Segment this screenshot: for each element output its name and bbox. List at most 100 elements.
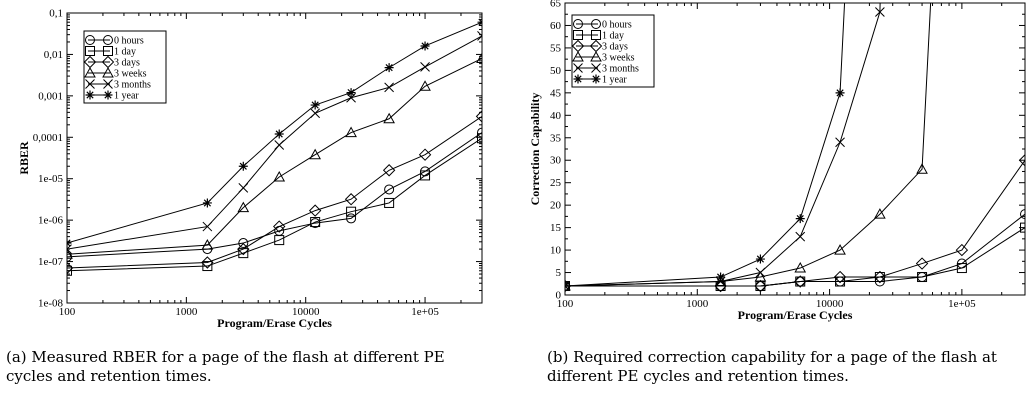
data-point — [67, 265, 72, 276]
data-point — [384, 82, 394, 93]
y-tick-label: 1e-07 — [38, 256, 64, 268]
legend-marker — [572, 50, 584, 62]
legend-label: 1 year — [114, 91, 139, 102]
data-point — [238, 161, 248, 171]
y-axis-label: Correction Capability — [528, 93, 542, 206]
legend-marker — [85, 90, 95, 100]
data-point — [310, 108, 321, 119]
data-point — [755, 267, 766, 278]
series-3-weeks — [565, 3, 932, 291]
series-line — [67, 57, 482, 255]
y-tick-label: 35 — [550, 132, 562, 144]
caption-b: (b) Required correction capability for a… — [547, 348, 997, 385]
x-tick-label: 1000 — [686, 298, 709, 310]
data-point — [308, 204, 322, 217]
data-point — [274, 235, 285, 246]
data-point — [273, 170, 286, 182]
correction-capability-chart: 100 1000 10000 1e+05 0 5 10 15 20 25 30 35 40 45 50 55 6… — [528, 0, 1026, 322]
series-3-weeks — [67, 52, 482, 259]
data-point — [346, 88, 356, 98]
y-tick-label: 1e-06 — [38, 215, 64, 227]
y-tick-label: 50 — [550, 65, 562, 77]
y-axis-label: RBER — [17, 141, 31, 175]
data-point — [420, 41, 430, 51]
y-tick-label: 25 — [550, 177, 562, 189]
data-point — [1018, 154, 1025, 167]
y-tick-label: 15 — [550, 222, 562, 234]
legend-label: 3 weeks — [114, 69, 147, 80]
data-point — [754, 271, 767, 282]
legend-box — [83, 30, 167, 104]
data-point — [795, 231, 806, 242]
plot-area — [565, 3, 1025, 293]
legend-marker — [590, 50, 602, 62]
series-line — [67, 132, 482, 258]
legend-label: 3 months — [114, 80, 151, 91]
data-point — [1020, 209, 1025, 220]
data-point — [202, 261, 213, 272]
x-tick-label: 10000 — [292, 306, 320, 318]
legend-marker — [85, 35, 95, 45]
y-tick-label: 0,1 — [49, 8, 63, 20]
y-tick-label: 0,01 — [44, 49, 63, 61]
x-tick-label: 1000 — [175, 306, 198, 318]
legend-label: 1 year — [602, 75, 627, 86]
data-point — [477, 31, 482, 41]
data-point — [384, 197, 395, 208]
data-point — [794, 262, 807, 273]
legend-label: 0 hours — [602, 20, 632, 31]
data-point — [475, 110, 482, 123]
y-tick-label: 0,0001 — [33, 132, 63, 144]
legend-marker — [591, 30, 601, 40]
data-point — [420, 62, 430, 72]
data-point — [754, 279, 767, 293]
legend-marker — [102, 66, 114, 78]
data-point — [202, 221, 213, 232]
data-point — [833, 270, 847, 284]
plot-frame — [66, 12, 483, 304]
legend-label: 3 days — [114, 58, 140, 69]
series-line — [565, 3, 932, 287]
data-point — [917, 272, 928, 283]
y-tick-label: 30 — [550, 155, 562, 167]
x-axis-label: Program/Erase Cycles — [217, 316, 332, 330]
data-point — [834, 244, 846, 255]
data-point — [201, 239, 214, 250]
data-point — [956, 263, 967, 274]
series-1-year — [565, 3, 846, 291]
data-point — [716, 272, 726, 282]
data-point — [310, 217, 321, 228]
data-point — [476, 52, 482, 63]
legend-marker — [103, 35, 113, 45]
rber-chart: 100 1000 10000 1e+05 1e-08 1e-07 1e-06 1e-05 0,0… — [17, 8, 483, 330]
data-point — [419, 80, 431, 91]
y-tick-label: 40 — [550, 110, 562, 122]
data-point — [345, 126, 357, 138]
data-point — [835, 88, 845, 98]
data-point — [916, 163, 928, 174]
series-1-day — [565, 222, 1025, 292]
legend-marker — [85, 79, 95, 89]
x-tick-label: 10000 — [816, 298, 844, 310]
data-point — [795, 214, 805, 224]
x-axis-label: Program/Erase Cycles — [738, 308, 853, 322]
plot-frame — [564, 2, 1026, 296]
y-tick-label: 20 — [550, 200, 562, 212]
data-point — [346, 206, 357, 217]
series-0-hours — [565, 209, 1025, 292]
data-point — [273, 220, 286, 233]
legend-marker — [103, 79, 113, 89]
legend-label: 1 day — [114, 47, 136, 58]
data-point — [874, 208, 886, 219]
y-tick-label: 10 — [550, 245, 562, 257]
legend-label: 3 days — [602, 42, 628, 53]
data-point — [873, 270, 887, 284]
y-tick-label: 60 — [550, 20, 562, 32]
y-tick-label: 1e-05 — [38, 173, 64, 185]
data-point — [274, 140, 285, 150]
data-point — [274, 129, 284, 139]
data-point — [67, 261, 74, 275]
series-1-day — [67, 133, 482, 276]
data-point — [237, 242, 250, 256]
series-3-days — [67, 110, 482, 275]
